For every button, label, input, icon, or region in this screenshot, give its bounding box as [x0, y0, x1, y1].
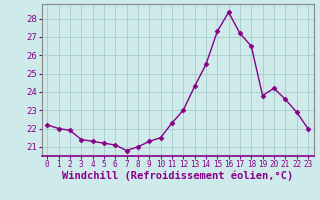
- X-axis label: Windchill (Refroidissement éolien,°C): Windchill (Refroidissement éolien,°C): [62, 171, 293, 181]
